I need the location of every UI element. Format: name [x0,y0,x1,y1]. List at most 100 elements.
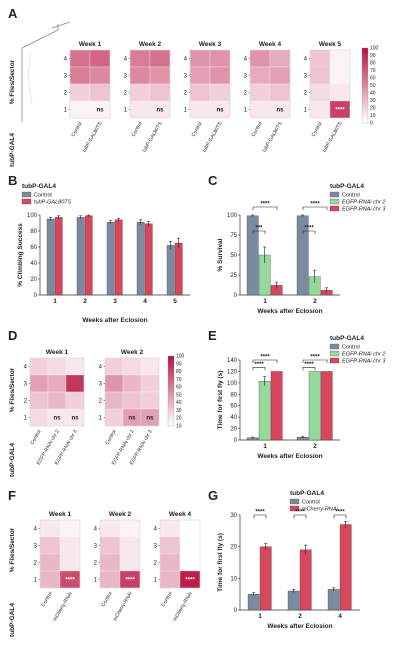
legend-C-label: Control [342,193,360,199]
bar-E-ytick-label: 40 [230,415,237,421]
heatmap-A-col-label: tubP-GAL80TS [142,120,164,153]
heatmap-A-cell [69,83,91,102]
heatmap-D-cell [104,357,124,376]
colorbar-A-segment [362,117,368,120]
heatmap-A-row-label: 2 [124,91,128,97]
heatmap-A-cell [209,66,231,85]
heatmap-F-cell [99,536,121,555]
colorbar-A-label: 40 [370,91,376,97]
legend-G-label: mCherry-RNAi [302,507,339,513]
bar-G-ytick-label: 30 [230,513,237,519]
heatmap-A-cell [249,49,271,68]
heatmap-D-row-label: 1 [24,416,28,422]
heatmap-A-col-label: tubP-GAL80TS [322,120,344,153]
colorbar-D-segment [168,422,174,425]
heatmap-D-cell [29,374,49,393]
colorbar-D-label: 20 [176,416,182,422]
heatmap-A-frame [129,49,171,119]
heatmap-A-col-label: tubP-GAL80TS [82,120,104,153]
colorbar-D-segment [168,408,174,411]
colorbar-A-segment [362,96,368,99]
legend-B-title: tubP-GAL4 [22,183,56,190]
colorbar-D-segment [168,359,174,362]
bar-E-ytick-label: 80 [230,392,237,398]
colorbar-D-segment [168,380,174,383]
legend-B-label: Control [34,193,52,199]
bar-C-ytick-label: 0 [234,293,238,299]
heatmap-A-row-label: 2 [244,91,248,97]
heatmap-F-cell [179,553,201,572]
colorbar-A-segment [362,63,368,66]
colorbar-D-segment [168,396,174,399]
bar-E-ytick-label: 20 [230,427,237,433]
heatmap-F-cell [179,519,201,538]
colorbar-A-label: 0 [370,121,373,127]
heatmap-A-row-label: 2 [64,91,68,97]
colorbar-A-segment [362,115,368,118]
colorbar-A-segment [362,111,368,114]
legend-G-swatch [289,505,300,512]
colorbar-A-segment [362,119,368,122]
bar-E-ytick-label: 60 [230,404,237,410]
heatmap-A-cell [89,49,111,68]
heatmap-F-cell [39,536,61,555]
bar-C-xtick-label: 2 [313,298,317,305]
heatmap-A-row-label: 4 [184,57,188,63]
colorbar-A-label: 20 [370,106,376,112]
heatmap-F-row-label: 1 [34,578,38,584]
colorbar-D-label: 60 [176,385,182,391]
bar-B-bar [166,245,175,296]
bar-B-ytick-label: 40 [30,261,37,267]
legend-G-label: Control [302,500,320,506]
heatmap-A-col-label: Control [250,121,263,138]
heatmap-A-col-label: Control [70,121,83,138]
heatmap-A-title-2: Week 3 [199,41,222,48]
heatmap-A-cell [249,66,271,85]
heatmap-F-cell [59,536,81,555]
heatmap-A-col-label: tubP-GAL80TS [202,120,224,153]
legend-G-title: tubP-GAL4 [290,490,324,497]
bar-E-ytick-label: 0 [234,438,238,444]
heatmap-F-col-label: mCherry-RNAi [52,591,73,622]
colorbar-D-segment [168,364,174,367]
bar-E-xlabel: Weeks after Eclosion [257,453,322,460]
heatmap-A-row-label: 1 [244,108,248,114]
colorbar-A-segment [362,55,368,58]
legend-G-swatch [289,498,300,505]
heatmap-A-frame [69,49,111,119]
heatmap-D-row-label: 1 [99,416,103,422]
heatmap-D-cell [29,408,49,427]
colorbar-A-segment [362,93,368,96]
heatmap-F-col-label: mCherry-RNAi [112,591,133,622]
bar-B-xtick-label: 1 [53,298,57,305]
colorbar-D-segment [168,384,174,387]
colorbar-A-segment [362,53,368,56]
colorbar-A-segment [362,57,368,60]
heatmap-A-sig: ns [96,108,104,114]
colorbar-A-segment [362,59,368,62]
legend-E-label: Control [342,345,360,351]
heatmap-A-cell [149,66,171,85]
heatmap-A-sig: ns [156,108,164,114]
heatmap-A-cell [329,66,351,85]
colorbar-A-segment [362,104,368,107]
heatmap-A-cell [89,66,111,85]
heatmap-F-sig: **** [65,578,75,584]
heatmap-D-cell [122,391,142,410]
heatmap-F-row-label: 4 [94,527,98,533]
heatmap-A-cell [129,100,151,119]
heatmap-F-frame [99,519,141,589]
colorbar-A-segment [362,108,368,111]
heatmap-A-col-label: Control [130,121,143,138]
heatmap-A-frame [249,49,291,119]
heatmap-D-cell [104,408,124,427]
colorbar-D-segment [168,357,174,360]
heatmap-F-row-label: 3 [154,544,158,550]
colorbar-A-segment [362,85,368,88]
bar-G-ytick-label: 0 [234,608,238,614]
colorbar-A-segment [362,106,368,109]
heatmap-F-title-2: Week 4 [169,511,192,518]
heatmap-A-ylabel: % Flies/Sector [9,59,16,104]
colorbar-A-segment [362,61,368,64]
heatmap-F-cell [59,553,81,572]
